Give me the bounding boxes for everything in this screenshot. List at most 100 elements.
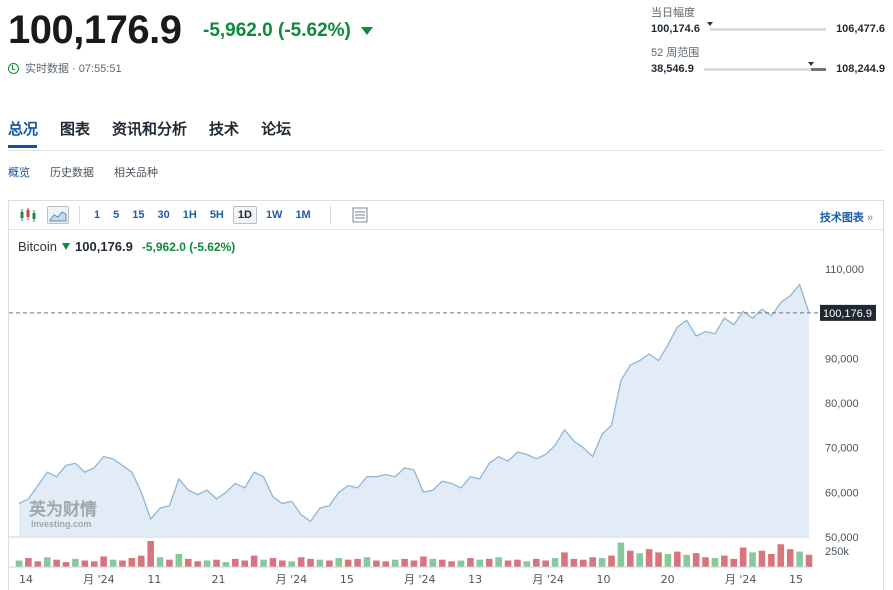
current-price: 100,176.9 [8, 8, 182, 52]
volume-bar [269, 558, 277, 567]
timeframe-30[interactable]: 30 [157, 209, 170, 221]
volume-bar [335, 558, 343, 567]
legend-change: -5,962.0 (-5.62%) [141, 239, 236, 254]
timeframe-1h[interactable]: 1H [182, 209, 197, 221]
x-tick-label: 月 '24 [276, 573, 308, 586]
volume-bar [608, 555, 615, 567]
volume-bar [420, 556, 427, 567]
week52-range: 52 周范围 38,546.9 108,244.9 [651, 44, 885, 75]
volume-bar [72, 558, 79, 567]
volume-bar [232, 558, 239, 567]
realtime-label: 实时数据 · 07:55:51 [25, 63, 122, 75]
timeframe-1[interactable]: 1 [94, 209, 101, 221]
volume-bar [467, 558, 474, 567]
down-arrow-icon [62, 243, 71, 250]
timeframe-15[interactable]: 15 [132, 209, 145, 221]
tab-overview[interactable]: 总况 [8, 121, 39, 138]
volume-bar [739, 547, 747, 567]
y-tick-label: 90,000 [825, 353, 859, 365]
volume-bar [542, 560, 549, 567]
volume-bar [109, 559, 117, 567]
timeframe-5[interactable]: 5 [113, 209, 120, 221]
volume-bar [90, 561, 98, 567]
volume-bar [617, 542, 625, 567]
volume-bar [655, 552, 662, 567]
chart-toolbar: 1 5 15 30 1H 5H 1D 1W 1M 技术图表» [9, 201, 883, 230]
y-tick-label: 50,000 [825, 532, 859, 544]
tab-forum[interactable]: 论坛 [261, 121, 292, 138]
toolbar-separator [79, 206, 80, 224]
volume-bar [674, 551, 681, 567]
y-tick-label: 60,000 [825, 487, 859, 499]
volume-bar [307, 558, 314, 567]
volume-bar [711, 558, 719, 567]
volume-bar [62, 562, 70, 567]
advanced-chart-link[interactable]: 技术图表» [820, 209, 873, 225]
volume-bar [363, 557, 371, 567]
volume-bar [683, 554, 691, 567]
down-triangle-icon [360, 26, 373, 35]
candlestick-icon[interactable] [17, 206, 39, 224]
subtab-historical-data[interactable]: 历史数据 [50, 167, 94, 179]
volume-bar [288, 561, 296, 567]
x-tick-label: 13 [468, 573, 482, 586]
week52-range-marker [808, 61, 815, 66]
volume-bar [175, 554, 183, 567]
timeframe-1d[interactable]: 1D [232, 206, 257, 224]
day-range-high: 106,477.6 [836, 23, 885, 35]
x-tick-label: 月 '24 [404, 573, 436, 586]
volume-bar [100, 556, 107, 567]
timeframe-1m[interactable]: 1M [295, 209, 311, 221]
volume-bar [448, 561, 455, 567]
volume-bar [25, 558, 32, 567]
week52-range-title: 52 周范围 [651, 47, 700, 59]
volume-bar [551, 558, 559, 567]
volume-bar [53, 559, 60, 567]
y-tick-label: 70,000 [825, 443, 859, 455]
volume-bar [645, 549, 653, 567]
tab-technical[interactable]: 技术 [209, 121, 240, 138]
volume-bar [692, 553, 700, 567]
timeframe-5h[interactable]: 5H [209, 209, 224, 221]
volume-bar [664, 554, 672, 567]
volume-bar [589, 557, 596, 567]
volume-bar [768, 554, 775, 567]
subtab-summary[interactable]: 概览 [8, 167, 30, 179]
x-tick-label: 10 [597, 573, 611, 586]
x-tick-label: 月 '24 [725, 573, 757, 586]
timeframe-1w[interactable]: 1W [265, 209, 283, 221]
volume-bar [241, 560, 249, 567]
chart-legend: Bitcoin 100,176.9 -5,962.0 (-5.62%) [18, 239, 235, 254]
volume-bar [495, 557, 502, 567]
volume-bar [786, 549, 794, 567]
volume-bar [438, 559, 446, 567]
price-chart[interactable]: 110,000100,00090,00080,00070,00060,00050… [9, 201, 885, 590]
volume-bar [222, 562, 230, 567]
volume-bar [627, 550, 634, 567]
day-range-low: 100,174.6 [651, 23, 700, 35]
watermark-cn: 英为财情 [29, 499, 97, 520]
x-tick-label: 11 [147, 573, 161, 586]
tab-chart[interactable]: 图表 [60, 121, 91, 138]
subtab-related[interactable]: 相关品种 [114, 167, 158, 179]
volume-bar [579, 559, 587, 567]
y-tick-label: 110,000 [825, 264, 864, 276]
volume-bar [429, 558, 437, 567]
table-view-icon[interactable] [349, 206, 371, 224]
tab-news-analysis[interactable]: 资讯和分析 [112, 121, 188, 138]
x-tick-label: 21 [212, 573, 226, 586]
volume-bar [777, 544, 785, 567]
volume-bar [523, 561, 531, 567]
week52-range-high: 108,244.9 [836, 63, 885, 75]
volume-bar [166, 559, 173, 567]
volume-bar [391, 559, 399, 567]
volume-bar [805, 554, 813, 567]
volume-bar [457, 560, 465, 567]
volume-bar [184, 558, 192, 567]
volume-bar [730, 558, 738, 567]
x-tick-label: 20 [661, 573, 675, 586]
volume-bar [297, 557, 305, 567]
tab-divider [8, 150, 884, 151]
area-chart-icon[interactable] [47, 206, 69, 224]
day-range-marker [706, 21, 713, 26]
